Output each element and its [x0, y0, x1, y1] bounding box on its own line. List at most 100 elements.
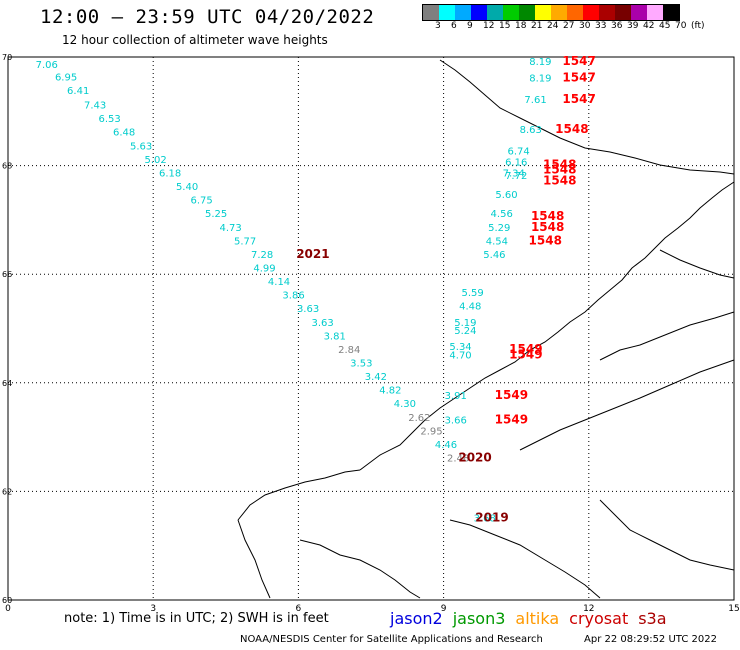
legend-label: 24	[547, 21, 559, 31]
legend-swatch	[535, 5, 551, 20]
wave-height-value: 5.19	[454, 318, 476, 329]
wave-height-value: 7.34	[503, 168, 525, 179]
wave-height-value: 3.68	[474, 513, 496, 524]
legend-label: 30	[579, 21, 591, 31]
satellite-altika: altika	[515, 609, 560, 628]
pass-time-label: 1549	[495, 413, 528, 427]
legend-label: 70	[675, 21, 687, 31]
wave-height-points: 7.066.95 6.41 7.43 6.53 6.48 5.63 5.02 6.18 5.40…	[36, 57, 552, 524]
pass-time-label: 1548	[529, 233, 562, 247]
legend-swatch	[615, 5, 631, 20]
wave-height-value: 4.56	[491, 209, 513, 220]
color-legend	[422, 4, 680, 21]
legend-label: 39	[627, 21, 639, 31]
legend-swatch	[631, 5, 647, 20]
legend-swatch	[583, 5, 599, 20]
wave-height-value: 3.53	[350, 359, 372, 370]
pass-time-label: 1548	[531, 220, 564, 234]
wave-height-value: 5.02	[144, 155, 166, 166]
wave-height-value: 4.30	[394, 399, 416, 410]
legend-swatch	[663, 5, 679, 20]
pass-time-label: 1548	[543, 157, 576, 171]
wave-height-value: 5.59	[462, 288, 484, 299]
satellite-legend: jason2 jason3 altika cryosat s3a	[390, 609, 677, 628]
wave-height-value: 2.62	[408, 413, 430, 424]
footer-note: note: 1) Time is in UTC; 2) SWH is in fe…	[64, 611, 329, 626]
wave-height-value: 5.24	[454, 326, 476, 337]
wave-height-value: 3.42	[365, 372, 387, 383]
wave-height-value: 4.54	[486, 236, 508, 247]
wave-height-value: 6.41	[67, 86, 89, 97]
wave-height-value: 6.18	[159, 168, 181, 179]
legend-swatch	[599, 5, 615, 20]
wave-height-value: 5.46	[483, 250, 505, 261]
pass-time-label: 1547	[562, 54, 595, 68]
wave-height-value: 6.48	[113, 128, 135, 139]
wave-height-value: 3.81	[324, 331, 346, 342]
wave-height-value: 2.48	[447, 454, 469, 465]
wave-height-value: 5.25	[205, 209, 227, 220]
legend-swatch	[519, 5, 535, 20]
wave-height-value: 7.43	[84, 101, 106, 112]
wave-height-value: 8.19	[529, 57, 551, 68]
lon-tick-label: 3	[150, 604, 156, 614]
legend-label: (ft)	[691, 21, 705, 31]
legend-swatch	[647, 5, 663, 20]
legend-label: 3	[435, 21, 441, 31]
lat-tick-label: 60	[2, 596, 12, 605]
satellite-jason3: jason3	[452, 609, 506, 628]
wave-height-value: 4.99	[253, 263, 275, 274]
wave-height-value: 3.63	[311, 318, 333, 329]
lon-tick-label: 6	[296, 604, 302, 614]
wave-height-value: 5.34	[449, 342, 471, 353]
generated-timestamp: Apr 22 08:29:52 UTC 2022	[584, 634, 717, 645]
lon-tick-label: 12	[583, 604, 594, 614]
legend-swatch	[423, 5, 439, 20]
legend-label: 42	[643, 21, 655, 31]
lon-tick-label: 0	[5, 604, 11, 614]
axis-tick-labels: 0 3 6 9 12 15 70 68 66 64 62 60	[2, 53, 740, 614]
wave-height-value: 4.70	[449, 350, 471, 361]
pass-time-label: 1549	[509, 347, 542, 361]
lat-tick-label: 70	[2, 53, 12, 62]
satellite-s3a: s3a	[638, 609, 667, 628]
pass-time-label: 2020	[458, 451, 491, 465]
wave-height-value: 6.16	[505, 158, 527, 169]
satellite-jason2: jason2	[390, 609, 443, 628]
legend-label: 6	[451, 21, 457, 31]
legend-swatch	[455, 5, 471, 20]
legend-label: 12	[483, 21, 495, 31]
pass-time-label: 1547	[562, 92, 595, 106]
wave-height-value: 4.14	[268, 277, 290, 288]
wave-height-value: 7.72	[505, 171, 527, 182]
wave-height-value: 5.77	[234, 236, 256, 247]
norway-coastline	[237, 59, 735, 599]
lat-tick-label: 64	[2, 379, 12, 388]
pass-time-label: 2019	[475, 510, 508, 524]
wave-height-value: 8.63	[520, 125, 542, 136]
wave-height-value: 6.53	[99, 114, 121, 125]
map-frame	[7, 56, 735, 601]
wave-height-value: 6.95	[55, 72, 77, 83]
legend-label: 18	[515, 21, 527, 31]
legend-swatch	[503, 5, 519, 20]
wave-height-value: 2.95	[420, 426, 442, 437]
wave-height-value: 2.84	[338, 345, 360, 356]
map-subtitle: 12 hour collection of altimeter wave hei…	[62, 33, 328, 47]
lat-tick-label: 66	[2, 270, 12, 279]
wave-height-value: 4.73	[220, 223, 242, 234]
legend-swatch	[439, 5, 455, 20]
wave-height-value: 5.63	[130, 141, 152, 152]
wave-height-value: 3.66	[445, 416, 467, 427]
legend-label: 33	[595, 21, 607, 31]
legend-label: 27	[563, 21, 575, 31]
wave-height-value: 7.28	[251, 250, 273, 261]
wave-height-value: 6.75	[190, 196, 212, 207]
legend-swatch	[471, 5, 487, 20]
wave-height-value: 3.63	[297, 304, 319, 315]
legend-swatch	[487, 5, 503, 20]
wave-height-value: 4.48	[459, 301, 481, 312]
wave-height-value: 6.74	[507, 147, 529, 158]
lon-tick-label: 15	[728, 604, 739, 614]
